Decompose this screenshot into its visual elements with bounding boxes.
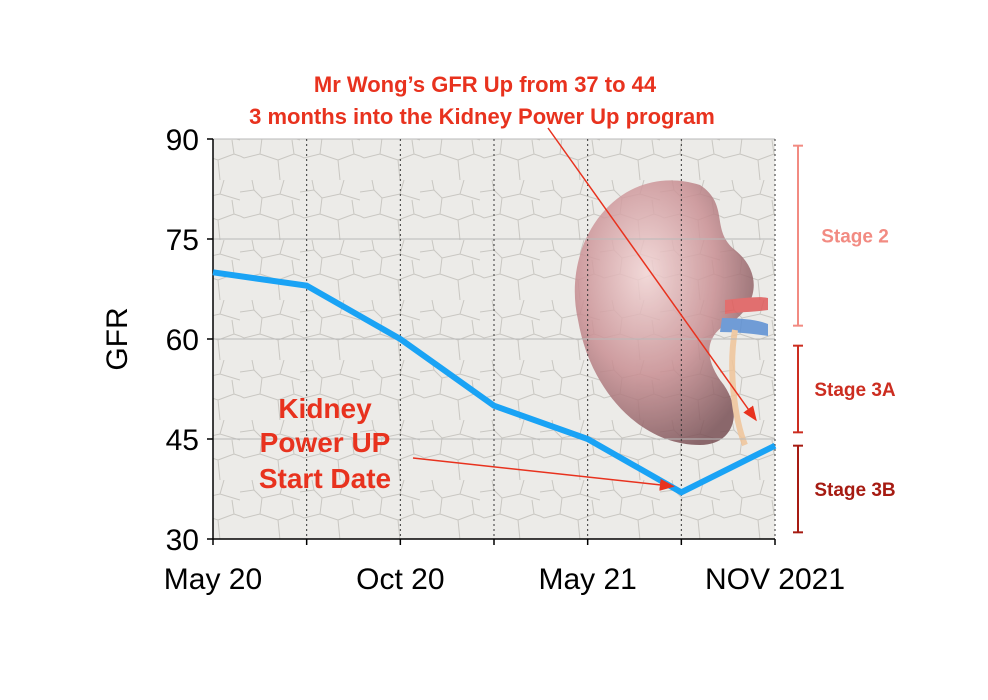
title-line-1: Mr Wong’s GFR Up from 37 to 44: [314, 72, 657, 97]
kidney-illustration: [574, 180, 768, 447]
y-tick-label: 45: [166, 424, 199, 457]
stage-label: Stage 3B: [814, 480, 895, 501]
title-arrow: [547, 127, 757, 422]
y-tick-label: 60: [166, 324, 199, 357]
title-line-2: 3 months into the Kidney Power Up progra…: [249, 104, 715, 129]
y-tick-label: 90: [166, 124, 199, 157]
start-date-annotation-line: Power UP: [260, 427, 391, 458]
x-tick-label: May 21: [538, 563, 636, 596]
x-tick-label: NOV 2021: [705, 563, 845, 596]
stage-label: Stage 2: [821, 227, 889, 248]
series-layer: [212, 269, 777, 496]
x-tick-label: May 20: [164, 563, 262, 596]
y-axis-label: GFR: [101, 307, 134, 370]
start-date-annotation-line: Start Date: [259, 463, 391, 494]
x-tick-label: Oct 20: [356, 563, 444, 596]
start-date-annotation-line: Kidney: [278, 393, 372, 424]
stage-layer: Stage 2 Stage 3A Stage 3B: [793, 144, 896, 534]
stage-label: Stage 3A: [814, 380, 896, 401]
axis-layer: 30 45 60 75 90 May 20 Oct 20 May 21 NOV 2021: [164, 124, 845, 596]
y-tick-label: 75: [166, 224, 199, 257]
y-tick-label: 30: [166, 524, 199, 557]
start-date-arrow: [412, 457, 675, 491]
